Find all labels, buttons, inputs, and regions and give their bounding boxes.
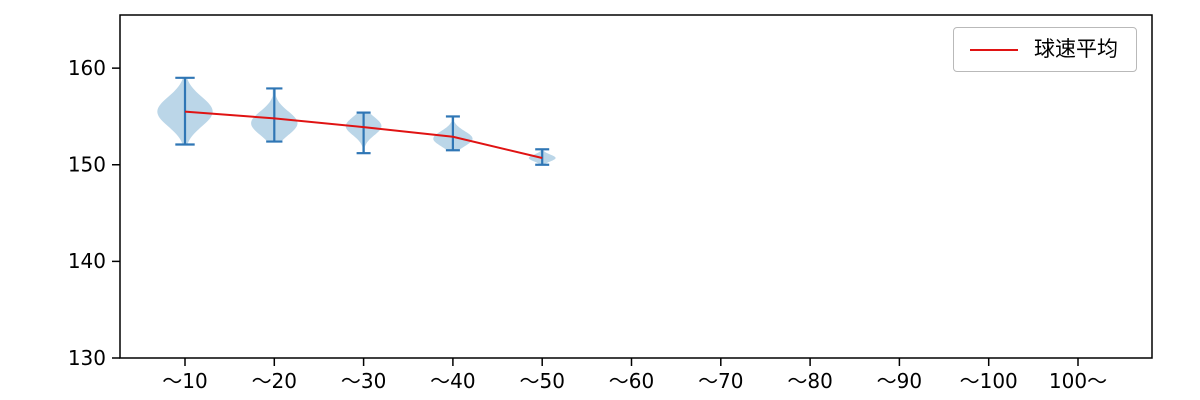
x-tick-label-8: ～90 [877, 369, 922, 393]
x-tick-label-10: 100～ [1049, 369, 1107, 393]
plot-area [119, 14, 1153, 359]
x-tick-label-5: ～60 [609, 369, 654, 393]
x-tick-label-2: ～30 [341, 369, 386, 393]
x-tick-label-0: ～10 [162, 369, 207, 393]
y-tick-label-0: 130 [68, 346, 106, 370]
legend: 球速平均 [953, 27, 1137, 72]
x-tick-label-7: ～80 [787, 369, 832, 393]
x-tick-label-3: ～40 [430, 369, 475, 393]
y-tick-label-3: 160 [68, 56, 106, 80]
x-tick-label-1: ～20 [252, 369, 297, 393]
x-tick-label-9: ～100 [960, 369, 1018, 393]
legend-line-swatch [970, 48, 1018, 51]
x-tick-label-6: ～70 [698, 369, 743, 393]
x-tick-label-4: ～50 [519, 369, 564, 393]
y-tick-label-1: 140 [68, 249, 106, 273]
legend-label: 球速平均 [1034, 37, 1118, 61]
mean-speed-line [184, 110, 543, 159]
y-tick-label-2: 150 [68, 153, 106, 177]
